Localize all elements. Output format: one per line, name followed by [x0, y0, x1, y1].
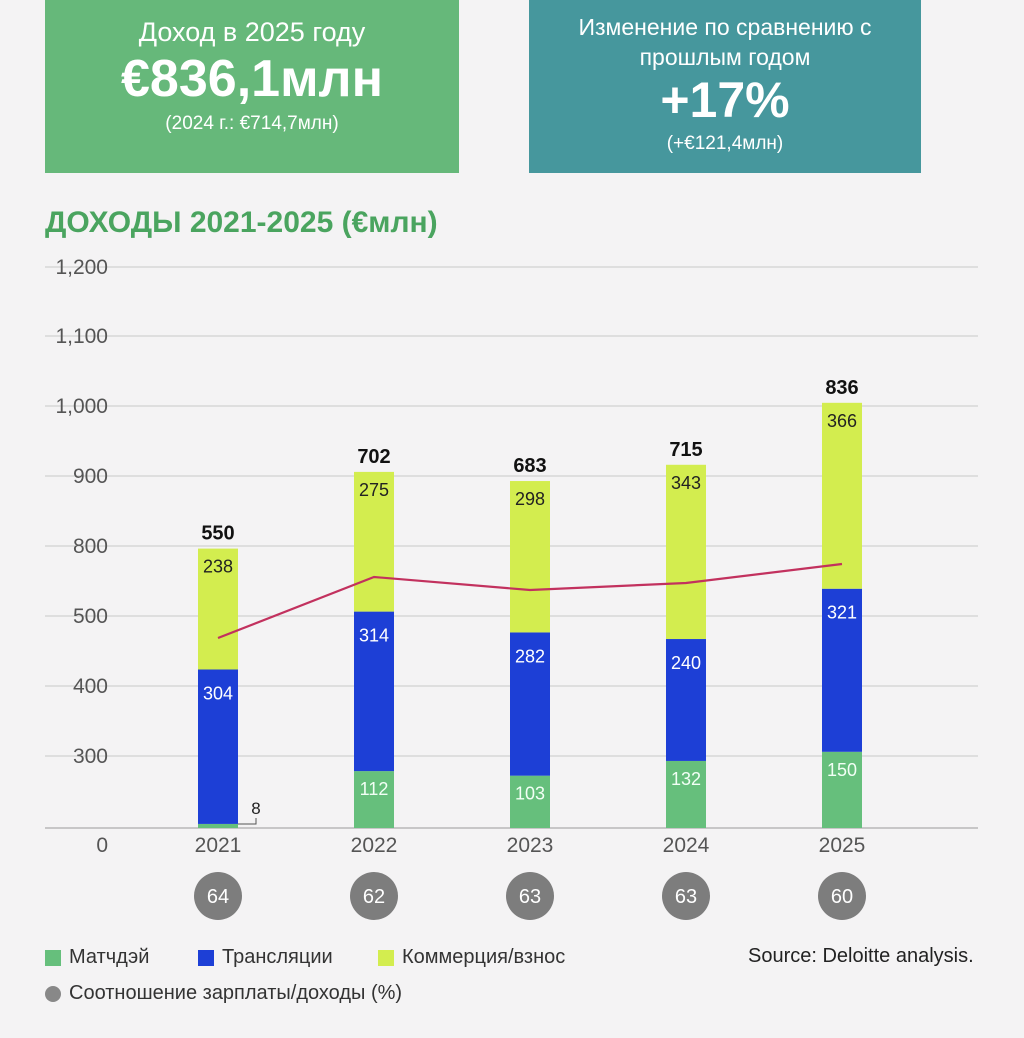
bar-commercial [510, 481, 550, 633]
segment-label: 275 [359, 480, 389, 500]
segment-label: 282 [515, 646, 545, 666]
wage-ratio-circle [506, 872, 554, 920]
change-card-sub: (+€121,4млн) [666, 133, 784, 154]
wage-ratio-circle [194, 872, 242, 920]
legend-broadcast-label: Трансляции [222, 946, 333, 968]
bar-broadcast [354, 611, 394, 772]
y-tick-label: 1,000 [55, 395, 108, 418]
segment-label: 343 [671, 473, 701, 493]
x-tick-label: 2022 [351, 834, 398, 857]
bar-broadcast [510, 632, 550, 776]
wage-ratio-label: 60 [831, 886, 853, 908]
bar-matchday [198, 823, 238, 828]
segment-label: 238 [203, 557, 233, 577]
y-tick-label: 0 [96, 834, 108, 857]
segment-label: 314 [359, 626, 389, 646]
wage-ratio-circle [818, 872, 866, 920]
broadcast-swatch [198, 949, 214, 966]
x-tick-label: 2023 [507, 834, 554, 857]
matchday-callout-line [238, 818, 257, 825]
revenue-card-sub: (2024 г.: €714,7млн) [165, 113, 339, 134]
x-tick-label: 2024 [663, 834, 710, 857]
bar-commercial [666, 464, 706, 640]
bar-broadcast [822, 588, 862, 752]
wage-ratio-label: 63 [675, 886, 697, 908]
y-tick-label: 1,100 [55, 325, 108, 348]
bar-matchday [354, 771, 394, 828]
chart-title: ДОХОДЫ 2021-2025 (€млн) [45, 206, 438, 239]
revenue-card: Доход в 2025 году €836,1млн (2024 г.: €7… [45, 0, 459, 173]
y-tick-label: 1,200 [55, 256, 108, 279]
segment-label: 132 [671, 769, 701, 789]
change-card: Изменение по сравнению с прошлым годом +… [529, 0, 921, 173]
y-tick-label: 500 [73, 605, 108, 628]
bar-commercial [198, 548, 238, 670]
matchday-swatch [45, 949, 61, 966]
revenue-card-value: €836,1млн [121, 50, 383, 108]
wage-ratio-label: 64 [207, 886, 229, 908]
y-tick-label: 400 [73, 675, 108, 698]
segment-label: 240 [671, 653, 701, 673]
y-tick-label: 900 [73, 465, 108, 488]
segment-label: 150 [827, 760, 857, 780]
total-label: 702 [357, 446, 390, 468]
total-label: 683 [513, 455, 546, 477]
commercial-swatch [378, 949, 394, 966]
segment-label: 298 [515, 489, 545, 509]
source-note: Source: Deloitte analysis. [748, 945, 974, 967]
segment-label: 112 [360, 779, 389, 799]
legend-matchday: Матчдэй [45, 946, 149, 969]
wage-ratio-line [217, 562, 843, 640]
segment-label: 304 [203, 684, 233, 704]
revenue-card-label: Доход в 2025 году [138, 17, 366, 47]
y-tick-label: 800 [73, 535, 108, 558]
change-card-label: Изменение по сравнению с прошлым годом [578, 14, 872, 70]
change-card-value: +17% [660, 72, 790, 128]
bar-commercial [354, 471, 394, 612]
bar-broadcast [198, 669, 238, 824]
bar-matchday [666, 760, 706, 828]
wage-ratio-label: 62 [363, 886, 385, 908]
legend-commercial-label: Коммерция/взнос [402, 946, 566, 968]
x-tick-label: 2025 [819, 834, 866, 857]
legend-matchday-label: Матчдэй [69, 946, 150, 968]
legend-commercial: Коммерция/взнос [378, 946, 565, 969]
total-label: 550 [201, 523, 234, 545]
legend-broadcast: Трансляции [198, 946, 333, 969]
bar-commercial [822, 402, 862, 589]
bar-matchday [510, 775, 550, 828]
bar-matchday [822, 751, 862, 828]
segment-label: 321 [827, 603, 857, 623]
wage-ratio-circle [662, 872, 710, 920]
total-label: 715 [669, 439, 702, 461]
total-label: 836 [825, 377, 858, 399]
legend-ratio-label: Соотношение зарплаты/доходы (%) [69, 982, 403, 1004]
wage-ratio-label: 63 [519, 886, 541, 908]
wage-ratio-circle [350, 872, 398, 920]
ratio-dot-icon [45, 985, 61, 1002]
legend-ratio: Соотношение зарплаты/доходы (%) [45, 982, 402, 1005]
matchday-callout-label: 8 [251, 799, 260, 818]
bar-broadcast [666, 639, 706, 761]
x-tick-label: 2021 [195, 834, 242, 857]
y-tick-label: 300 [73, 745, 108, 768]
segment-label: 103 [515, 784, 545, 804]
segment-label: 366 [827, 411, 857, 431]
